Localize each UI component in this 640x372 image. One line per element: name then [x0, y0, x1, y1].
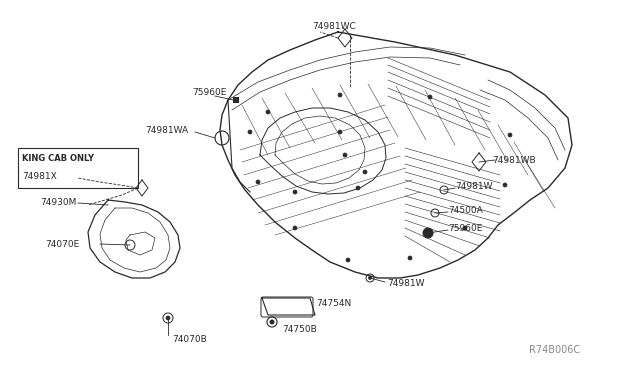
Ellipse shape [463, 226, 467, 230]
Bar [18, 148, 138, 188]
Text: 74930M: 74930M [40, 198, 76, 206]
Text: 74754N: 74754N [316, 299, 351, 308]
Text: 74070E: 74070E [45, 240, 79, 248]
Ellipse shape [248, 130, 252, 134]
Ellipse shape [338, 130, 342, 134]
Text: 74981WC: 74981WC [312, 22, 356, 31]
Ellipse shape [503, 183, 507, 187]
Ellipse shape [363, 170, 367, 174]
Ellipse shape [343, 153, 347, 157]
Text: R74B006C: R74B006C [529, 345, 580, 355]
Ellipse shape [428, 95, 432, 99]
Ellipse shape [256, 180, 260, 184]
Ellipse shape [293, 226, 297, 230]
Ellipse shape [270, 320, 274, 324]
Text: 75960E: 75960E [448, 224, 483, 232]
Text: 74981X: 74981X [22, 171, 57, 180]
Ellipse shape [408, 256, 412, 260]
Ellipse shape [423, 228, 433, 238]
Text: 75960E: 75960E [192, 87, 227, 96]
Ellipse shape [346, 258, 350, 262]
Ellipse shape [356, 186, 360, 190]
Text: 74981WB: 74981WB [492, 155, 536, 164]
Text: 74070B: 74070B [172, 336, 207, 344]
Ellipse shape [166, 316, 170, 320]
Ellipse shape [369, 276, 371, 279]
Ellipse shape [293, 190, 297, 194]
Ellipse shape [508, 133, 512, 137]
Ellipse shape [338, 93, 342, 97]
Bar [233, 97, 239, 103]
Text: 74981WA: 74981WA [145, 125, 188, 135]
Ellipse shape [266, 110, 270, 114]
Text: 74981W: 74981W [455, 182, 493, 190]
Text: 74750B: 74750B [282, 326, 317, 334]
Text: 74981W: 74981W [387, 279, 424, 288]
Text: 74500A: 74500A [448, 205, 483, 215]
Text: KING CAB ONLY: KING CAB ONLY [22, 154, 94, 163]
